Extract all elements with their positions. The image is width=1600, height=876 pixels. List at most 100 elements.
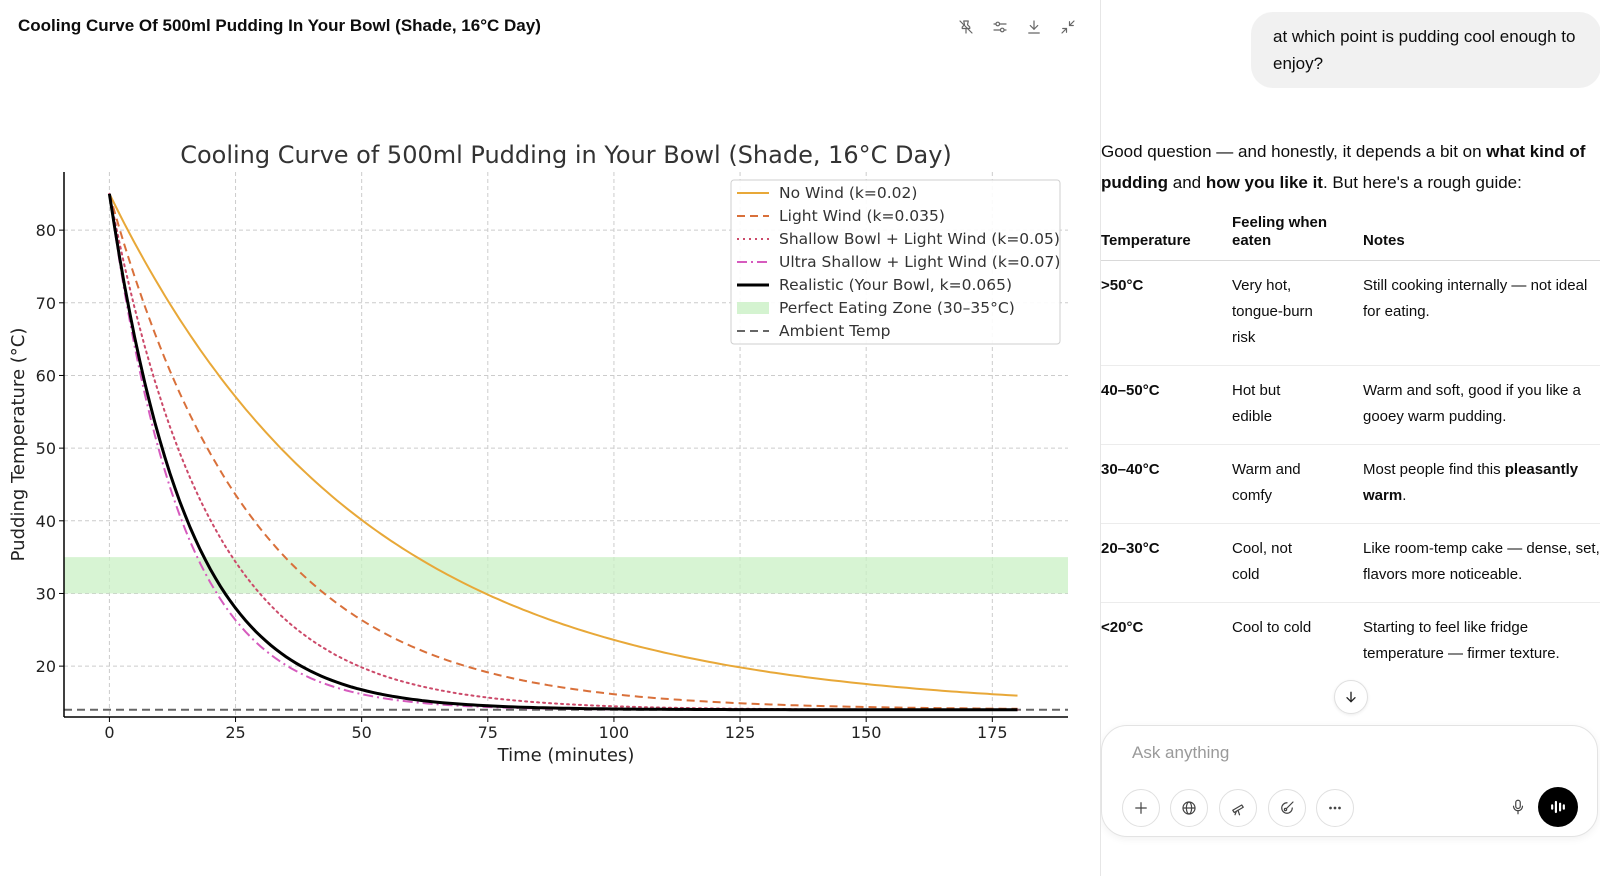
download-icon[interactable] (1022, 14, 1046, 40)
column-header: Temperature (1101, 210, 1232, 261)
scroll-down-button[interactable] (1334, 680, 1368, 714)
answer-bold: how you like it (1205, 173, 1323, 192)
table-row: 30–40°C Warm and comfy Most people find … (1101, 444, 1600, 524)
column-header: Notes (1363, 210, 1600, 261)
answer-text: and (1168, 173, 1206, 192)
pin-off-icon[interactable] (954, 14, 978, 40)
notes-cell: Starting to feel like fridge temperature… (1363, 619, 1560, 662)
microphone-icon (1512, 799, 1524, 815)
x-tick-label: 100 (599, 723, 630, 742)
globe-icon (1182, 801, 1196, 815)
notes-cell: Most people find this pleasantly warm. (1363, 444, 1600, 524)
notes-cell: Like room-temp cake — dense, set, flavor… (1363, 523, 1600, 603)
temp-cell: <20°C (1101, 603, 1232, 682)
chat-panel: at which point is pudding cool enough to… (1101, 0, 1600, 876)
x-tick-label: 25 (225, 723, 245, 742)
legend-label-1: Light Wind (k=0.035) (779, 207, 945, 225)
temp-value: >50°C (1101, 277, 1144, 294)
eating-zone-band (64, 557, 1068, 594)
x-tick-label: 50 (351, 723, 371, 742)
create-image-button[interactable] (1268, 789, 1306, 827)
temp-value: 30–40°C (1101, 461, 1160, 478)
legend-label-6: Ambient Temp (779, 322, 891, 340)
more-icon (1329, 806, 1341, 810)
feeling-cell: Warm and comfy (1232, 444, 1363, 524)
answer-text: . But here's a rough guide: (1322, 173, 1522, 192)
feeling-cell: Hot but edible (1232, 365, 1363, 445)
feeling-value: Cool to cold (1232, 619, 1312, 636)
temp-value: 40–50°C (1101, 382, 1160, 399)
y-tick-label: 20 (36, 657, 56, 676)
x-axis-label: Time (minutes) (497, 745, 635, 766)
voice-waveform-icon (1551, 800, 1565, 814)
legend-label-2: Shallow Bowl + Light Wind (k=0.05) (779, 230, 1060, 248)
temp-value: 20–30°C (1101, 540, 1160, 557)
column-header-text: Feeling when eaten (1232, 214, 1328, 249)
temp-cell: >50°C (1101, 260, 1232, 366)
series-line-1 (108, 193, 1018, 710)
chart-toolbar (954, 14, 1080, 40)
x-tick-label: 75 (478, 723, 498, 742)
series-line-0 (108, 193, 1018, 697)
feeling-cell: Very hot, tongue-burn risk (1232, 260, 1363, 366)
temp-cell: 40–50°C (1101, 365, 1232, 445)
temp-cell: 30–40°C (1101, 444, 1232, 524)
legend-label-5: Perfect Eating Zone (30–35°C) (779, 299, 1015, 317)
feeling-value: Cool, not cold (1232, 540, 1293, 583)
chart-title: Cooling Curve of 500ml Pudding in Your B… (180, 141, 952, 169)
collapse-icon[interactable] (1056, 14, 1080, 40)
deep-research-button[interactable] (1219, 789, 1257, 827)
feeling-cell: Cool, not cold (1232, 523, 1363, 603)
message-composer (1101, 725, 1598, 837)
legend-swatch-5 (737, 302, 769, 314)
more-tools-button[interactable] (1316, 789, 1354, 827)
panel-divider (1100, 0, 1101, 876)
message-input[interactable] (1130, 742, 1534, 764)
temperature-guide-table: Temperature Feeling when eaten Notes >50… (1101, 210, 1600, 681)
y-axis-label: Pudding Temperature (°C) (8, 328, 29, 562)
legend-label-4: Realistic (Your Bowl, k=0.065) (779, 276, 1012, 294)
table-row: >50°C Very hot, tongue-burn risk Still c… (1101, 260, 1600, 366)
arrow-down-icon (1346, 691, 1356, 703)
dictate-button[interactable] (1500, 789, 1536, 825)
y-tick-label: 80 (36, 221, 56, 240)
chart-panel: Cooling Curve Of 500ml Pudding In Your B… (8, 14, 1080, 766)
table-row: 40–50°C Hot but edible Warm and soft, go… (1101, 365, 1600, 445)
notes-cell: Warm and soft, good if you like a gooey … (1363, 365, 1600, 445)
cooling-curve-chart: Cooling Curve of 500ml Pudding in Your B… (8, 141, 1068, 766)
paint-icon (1281, 801, 1294, 814)
panel-title: Cooling Curve Of 500ml Pudding In Your B… (18, 16, 541, 35)
feeling-value: Very hot, tongue-burn risk (1232, 277, 1313, 346)
feeling-cell: Cool to cold (1232, 603, 1363, 682)
table-row: 20–30°C Cool, not cold Like room-temp ca… (1101, 523, 1600, 603)
y-tick-label: 60 (36, 366, 56, 385)
sliders-icon[interactable] (988, 14, 1012, 40)
feeling-value: Warm and comfy (1232, 461, 1301, 504)
y-tick-label: 40 (36, 512, 56, 531)
answer-bold: what kind of pudding (1101, 142, 1586, 192)
notes-bold: pleasantly warm (1363, 461, 1579, 504)
web-search-button[interactable] (1170, 789, 1208, 827)
notes-cell: Still cooking internally — not ideal for… (1363, 260, 1600, 366)
table-header-row: Temperature Feeling when eaten Notes (1101, 210, 1600, 261)
temp-cell: 20–30°C (1101, 523, 1232, 603)
series-line-4 (107, 193, 1018, 712)
y-tick-label: 30 (36, 584, 56, 603)
table-row: <20°C Cool to cold Starting to feel like… (1101, 603, 1600, 682)
plus-icon (1135, 802, 1147, 814)
temp-value: <20°C (1101, 619, 1144, 636)
legend-label-0: No Wind (k=0.02) (779, 184, 917, 202)
x-tick-label: 125 (725, 723, 756, 742)
assistant-answer-intro: Good question — and honestly, it depends… (1101, 136, 1600, 198)
legend-box (730, 179, 1061, 345)
answer-text: Good question — and honestly, it depends… (1101, 142, 1487, 161)
column-header: Feeling when eaten (1232, 210, 1363, 261)
voice-mode-button[interactable] (1538, 787, 1578, 827)
x-tick-label: 150 (851, 723, 882, 742)
feeling-value: Hot but edible (1232, 382, 1281, 425)
x-tick-label: 0 (104, 723, 114, 742)
telescope-icon (1232, 804, 1244, 816)
y-tick-label: 50 (36, 439, 56, 458)
add-attachment-button[interactable] (1122, 789, 1160, 827)
y-tick-label: 70 (36, 294, 56, 313)
